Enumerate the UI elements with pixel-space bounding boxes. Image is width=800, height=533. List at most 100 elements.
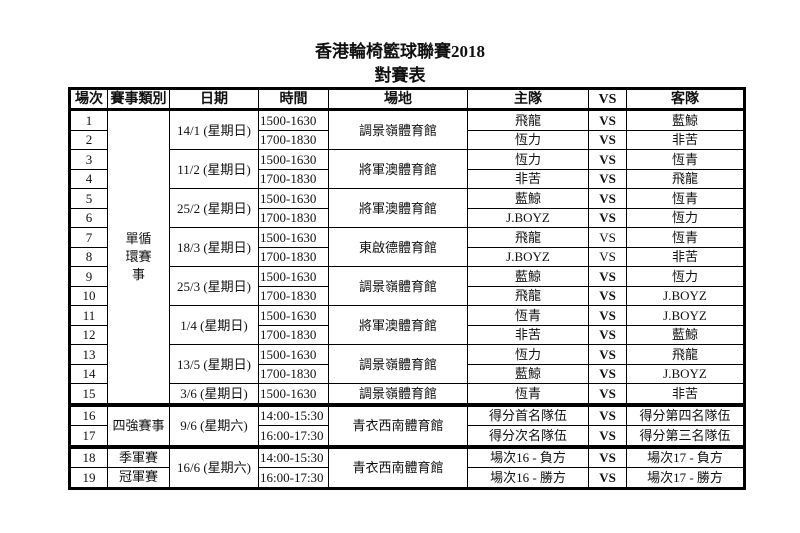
match-number-cell: 19 [69, 467, 108, 489]
category-cell: 季軍賽 [107, 444, 170, 468]
date-cell: 13/5 (星期日) [169, 344, 259, 384]
vs-cell: VS [588, 324, 627, 345]
time-cell: 1700-1830 [258, 285, 329, 306]
venue-cell: 調景嶺體育館 [328, 266, 468, 306]
home-team-cell: 恆力 [467, 129, 589, 150]
away-team-cell: 恆青 [626, 188, 745, 209]
vs-cell: VS [588, 425, 627, 447]
table-row: 7 18/3 (星期日) 1500-1630 東啟德體育館 飛龍 VS 恆青 [69, 227, 745, 267]
home-team-cell: 非苦 [467, 168, 589, 189]
table-row: 16 四強賽事 9/6 (星期六) 14:00-15:30 青衣西南體育館 得分首名隊伍 V… [69, 402, 745, 447]
home-team-cell: 恆青 [467, 383, 589, 405]
time-cell: 1700-1830 [258, 168, 329, 189]
home-team-cell: J.BOYZ [467, 207, 589, 228]
away-team-cell: 場次17 - 勝方 [626, 467, 745, 489]
home-team-cell: 得分首名隊伍 [467, 402, 589, 426]
date-cell: 18/3 (星期日) [169, 227, 259, 267]
date-cell: 11/2 (星期日) [169, 149, 259, 189]
away-team-cell: J.BOYZ [626, 305, 745, 326]
match-number-cell: 8 [69, 246, 108, 267]
away-team-cell: 恆青 [626, 149, 745, 170]
home-team-cell: 飛龍 [467, 227, 589, 248]
header-time: 時間 [258, 88, 329, 111]
vs-cell: VS [588, 363, 627, 384]
time-cell: 14:00-15:30 [258, 444, 329, 468]
time-cell: 16:00-17:30 [258, 467, 329, 489]
header-away-team: 客隊 [626, 88, 745, 111]
time-cell: 1700-1830 [258, 246, 329, 267]
date-cell: 25/3 (星期日) [169, 266, 259, 306]
date-cell: 1/4 (星期日) [169, 305, 259, 345]
match-number-cell: 16 [69, 402, 108, 426]
table-row: 19 冠軍賽 16:00-17:30 場次16 - 勝方 VS 場次17 - 勝方 [69, 467, 745, 489]
away-team-cell: 藍鯨 [626, 324, 745, 345]
home-team-cell: 藍鯨 [467, 363, 589, 384]
home-team-cell: 非苦 [467, 324, 589, 345]
time-cell: 16:00-17:30 [258, 425, 329, 447]
match-number-cell: 10 [69, 285, 108, 306]
vs-cell: VS [588, 402, 627, 426]
match-number-cell: 13 [69, 344, 108, 365]
match-number-cell: 15 [69, 383, 108, 405]
vs-cell: VS [588, 207, 627, 228]
away-team-cell: J.BOYZ [626, 285, 745, 306]
table-row: 18 季軍賽 16/6 (星期六) 14:00-15:30 青衣西南體育館 場次16 - … [69, 444, 745, 489]
vs-cell: VS [588, 109, 627, 131]
match-number-cell: 6 [69, 207, 108, 228]
header-match-no: 場次 [69, 88, 108, 111]
header-vs: VS [588, 88, 627, 111]
venue-cell: 調景嶺體育館 [328, 344, 468, 384]
time-cell: 14:00-15:30 [258, 402, 329, 426]
date-cell: 16/6 (星期六) [169, 444, 259, 489]
vs-cell: VS [588, 285, 627, 306]
match-number-cell: 17 [69, 425, 108, 447]
away-team-cell: 得分第三名隊伍 [626, 425, 745, 447]
header-home-team: 主隊 [467, 88, 589, 111]
vs-cell: VS [588, 227, 627, 248]
time-cell: 1700-1830 [258, 207, 329, 228]
schedule-table: 場次 賽事類別 日期 時間 場地 主隊 VS 客隊 1 單循環賽事 14/1 (星期… [68, 87, 746, 490]
table-row: 2 1700-1830 恆力 VS 非苦 [69, 129, 745, 150]
table-row: 13 13/5 (星期日) 1500-1630 調景嶺體育館 恆力 VS 飛龍 [69, 344, 745, 384]
table-row: 9 25/3 (星期日) 1500-1630 調景嶺體育館 藍鯨 VS 恆力 [69, 266, 745, 306]
vs-cell: VS [588, 305, 627, 326]
table-row: 12 1700-1830 非苦 VS 藍鯨 [69, 324, 745, 345]
vs-cell: VS [588, 467, 627, 489]
table-row: 1 單循環賽事 14/1 (星期日) 1500-1630 調景嶺體育館 飛龍 VS 藍鯨 [69, 109, 745, 405]
time-cell: 1700-1830 [258, 129, 329, 150]
table-row: 5 25/2 (星期日) 1500-1630 將軍澳體育館 藍鯨 VS 恆青 [69, 188, 745, 228]
category-cell: 單循環賽事 [107, 109, 170, 405]
venue-cell: 東啟德體育館 [328, 227, 468, 267]
date-cell: 3/6 (星期日) [169, 383, 259, 405]
vs-cell: VS [588, 149, 627, 170]
away-team-cell: 飛龍 [626, 168, 745, 189]
match-number-cell: 9 [69, 266, 108, 287]
time-cell: 1500-1630 [258, 227, 329, 248]
vs-cell: VS [588, 246, 627, 267]
home-team-cell: 飛龍 [467, 109, 589, 131]
away-team-cell: 場次17 - 負方 [626, 444, 745, 468]
away-team-cell: 非苦 [626, 129, 745, 150]
time-cell: 1500-1630 [258, 149, 329, 170]
away-team-cell: 恆青 [626, 227, 745, 248]
home-team-cell: 藍鯨 [467, 188, 589, 209]
match-number-cell: 3 [69, 149, 108, 170]
venue-cell: 將軍澳體育館 [328, 188, 468, 228]
time-cell: 1500-1630 [258, 266, 329, 287]
venue-cell: 將軍澳體育館 [328, 305, 468, 345]
away-team-cell: 非苦 [626, 246, 745, 267]
vs-cell: VS [588, 344, 627, 365]
away-team-cell: 得分第四名隊伍 [626, 402, 745, 426]
document-subtitle: 對賽表 [374, 66, 426, 85]
vs-cell: VS [588, 266, 627, 287]
table-row: 14 1700-1830 藍鯨 VS J.BOYZ [69, 363, 745, 384]
home-team-cell: 飛龍 [467, 285, 589, 306]
category-cell: 四強賽事 [107, 402, 170, 447]
away-team-cell: 藍鯨 [626, 109, 745, 131]
match-number-cell: 11 [69, 305, 108, 326]
away-team-cell: 非苦 [626, 383, 745, 405]
date-cell: 14/1 (星期日) [169, 109, 259, 150]
table-row: 3 11/2 (星期日) 1500-1630 將軍澳體育館 恆力 VS 恆青 [69, 149, 745, 189]
table-row: 6 1700-1830 J.BOYZ VS 恆力 [69, 207, 745, 228]
home-team-cell: 恆力 [467, 344, 589, 365]
